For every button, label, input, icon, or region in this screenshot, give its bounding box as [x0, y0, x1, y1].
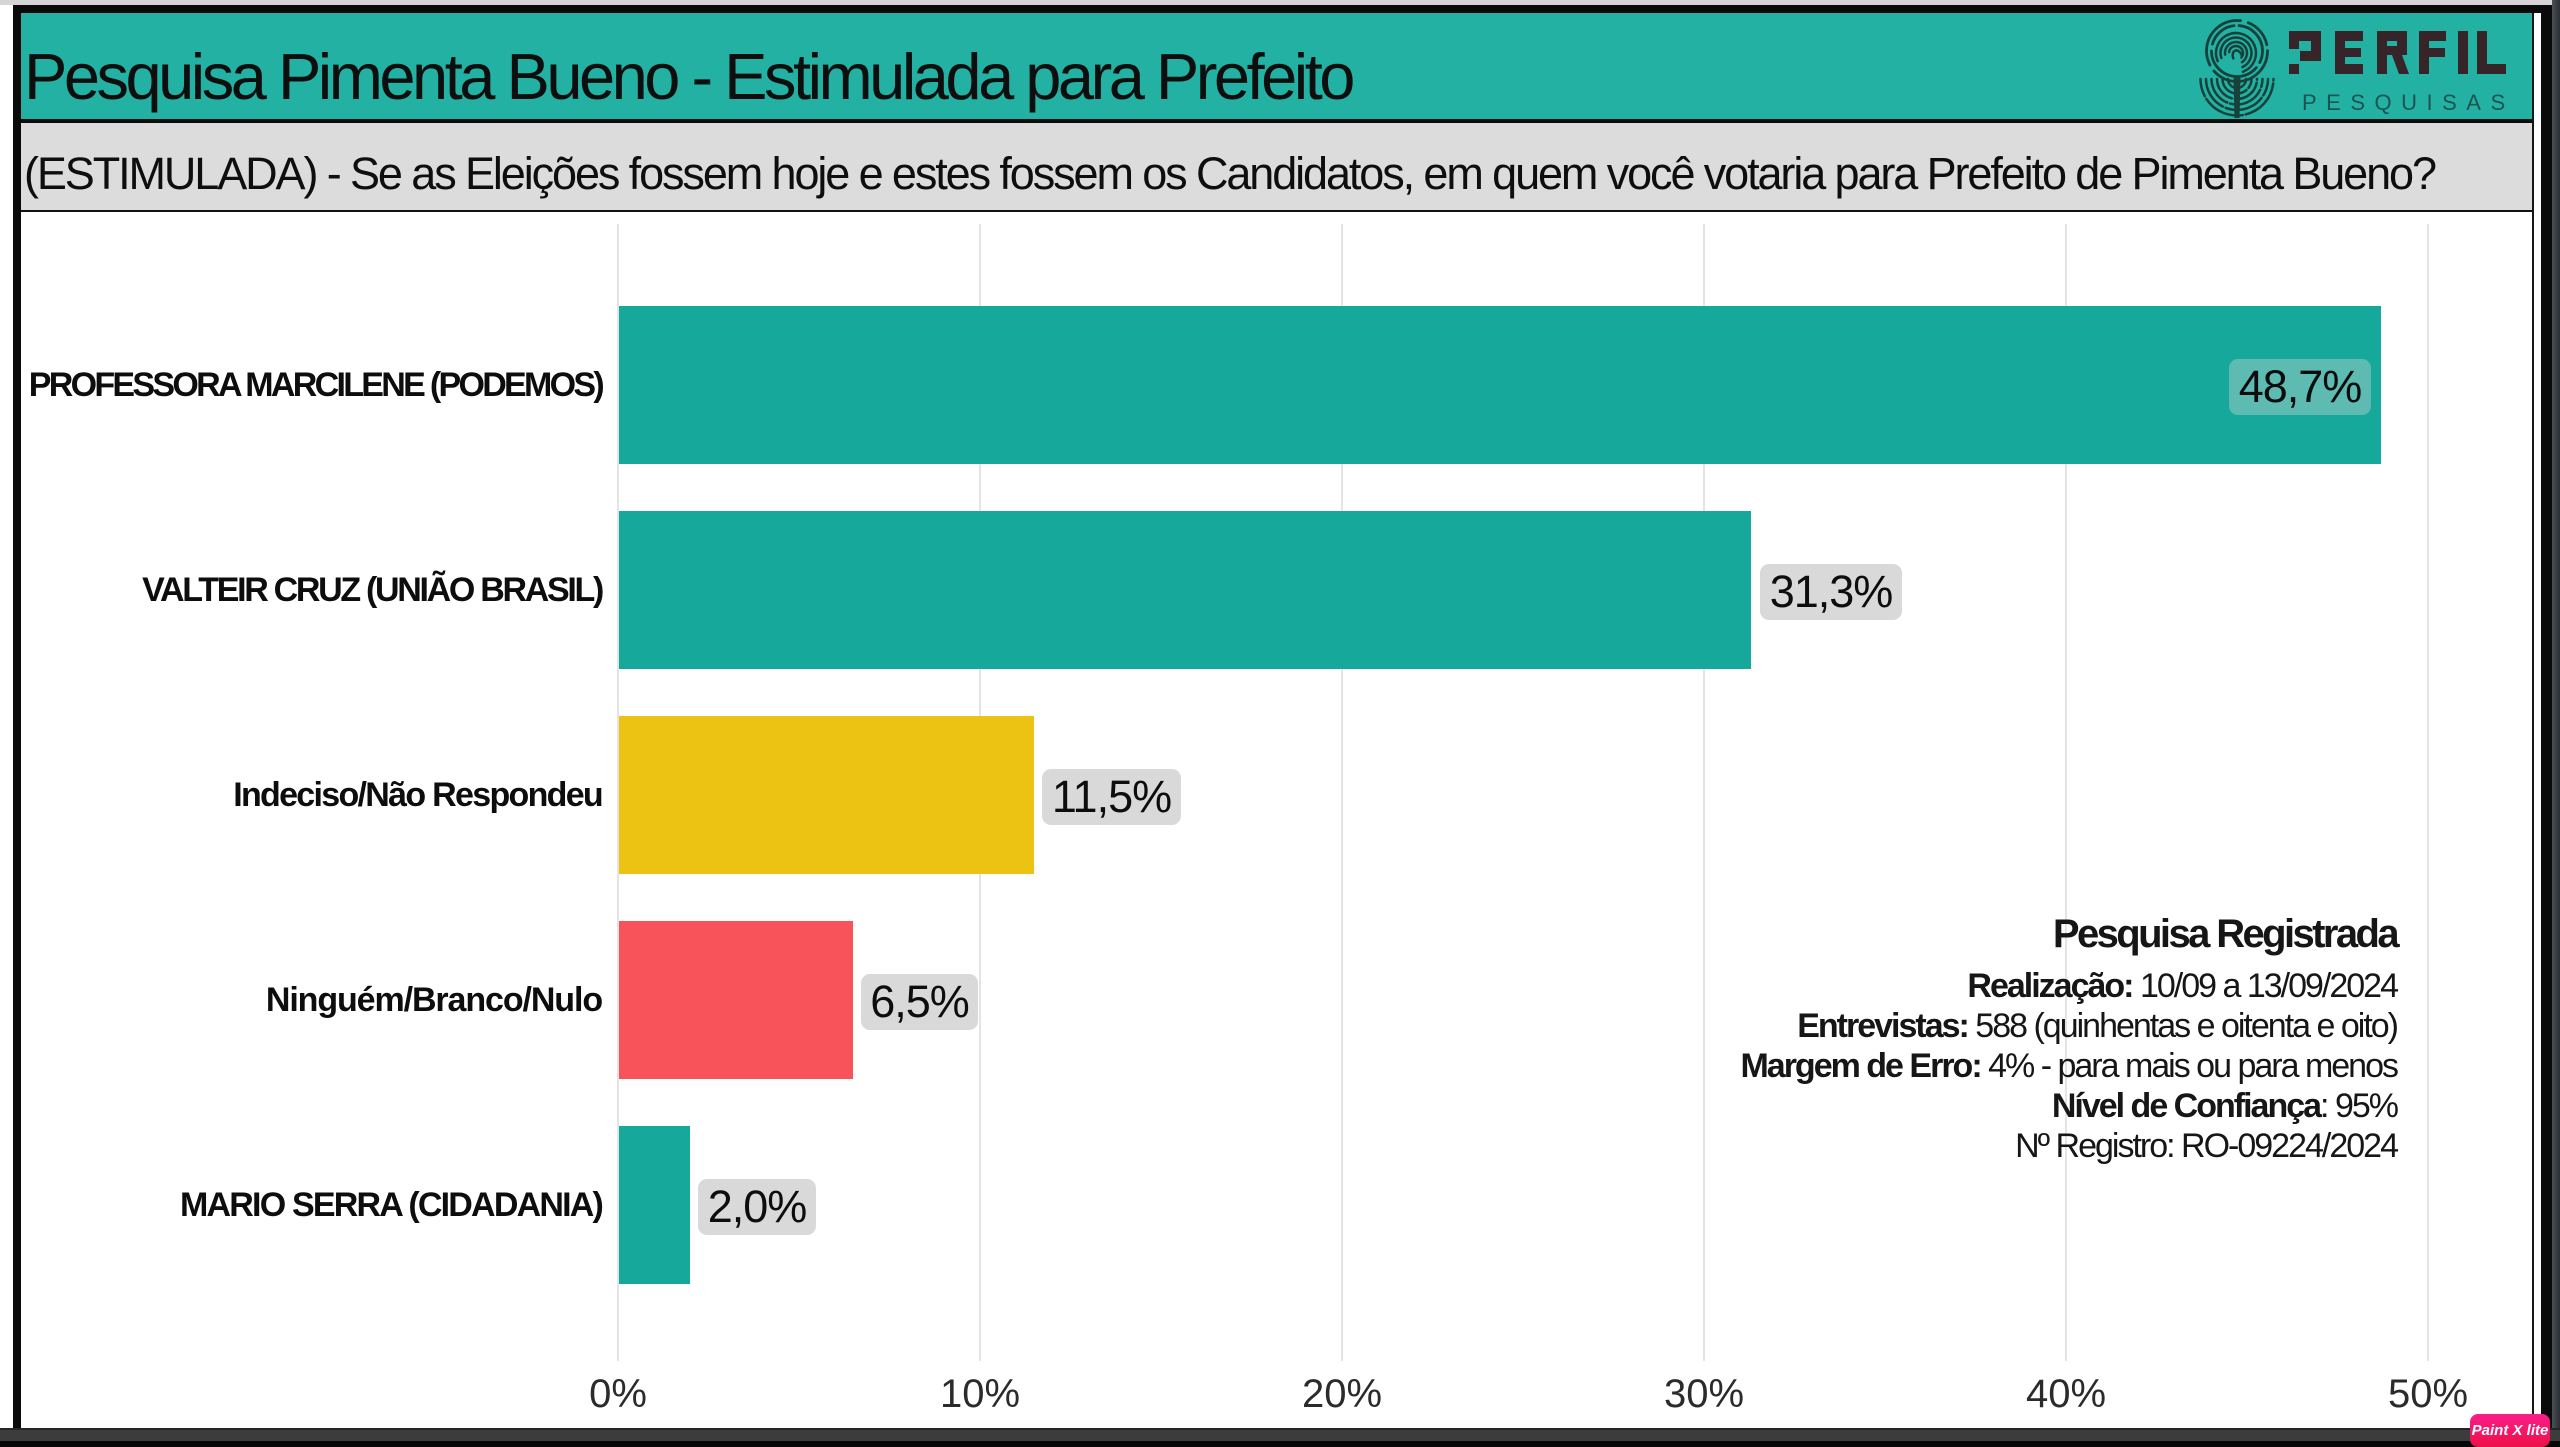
svg-text:PESQUISAS: PESQUISAS	[2302, 90, 2515, 115]
